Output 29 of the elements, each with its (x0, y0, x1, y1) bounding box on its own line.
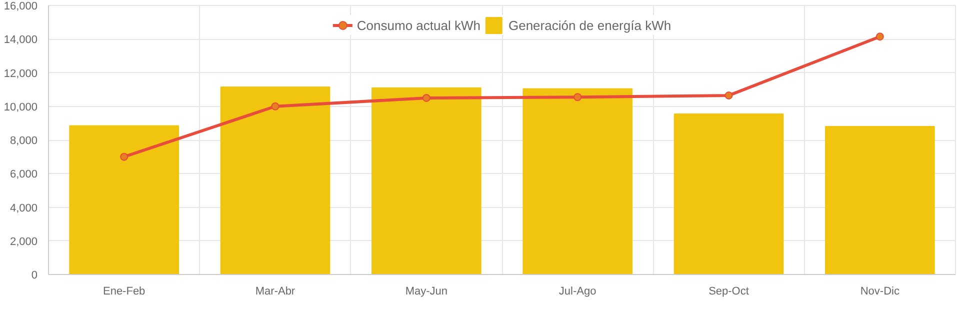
bar (69, 125, 180, 274)
x-tick-label: Jul-Ago (558, 286, 596, 298)
x-tick-label: Nov-Dic (860, 286, 900, 298)
legend-label: Consumo actual kWh (356, 18, 480, 32)
x-tick-label: Sep-Oct (708, 286, 749, 298)
x-tick-label: May-Jun (405, 286, 448, 298)
y-tick-label: 10,000 (4, 101, 38, 114)
y-tick-label: 12,000 (4, 68, 38, 80)
bar (220, 86, 330, 274)
point (120, 152, 128, 161)
y-tick-label: 8,000 (10, 135, 38, 147)
point (724, 91, 733, 100)
bar (371, 87, 482, 274)
y-tick-label: 16,000 (4, 0, 38, 12)
bar (674, 113, 784, 274)
point (422, 94, 430, 102)
y-tick-label: 4,000 (10, 202, 38, 214)
x-tick-label: Ene-Feb (102, 286, 146, 298)
point (574, 93, 582, 102)
y-tick-label: 6,000 (10, 168, 38, 181)
y-tick-label: 2,000 (10, 236, 38, 248)
bar (824, 126, 935, 274)
y-tick-label: 14,000 (4, 34, 38, 46)
bar (522, 88, 633, 274)
x-tick-label: Mar-Abr (255, 286, 296, 298)
point (876, 32, 884, 41)
legend-label: Generación de energía kWh (508, 18, 672, 32)
y-tick-label: 0 (31, 270, 38, 282)
point (271, 102, 280, 110)
